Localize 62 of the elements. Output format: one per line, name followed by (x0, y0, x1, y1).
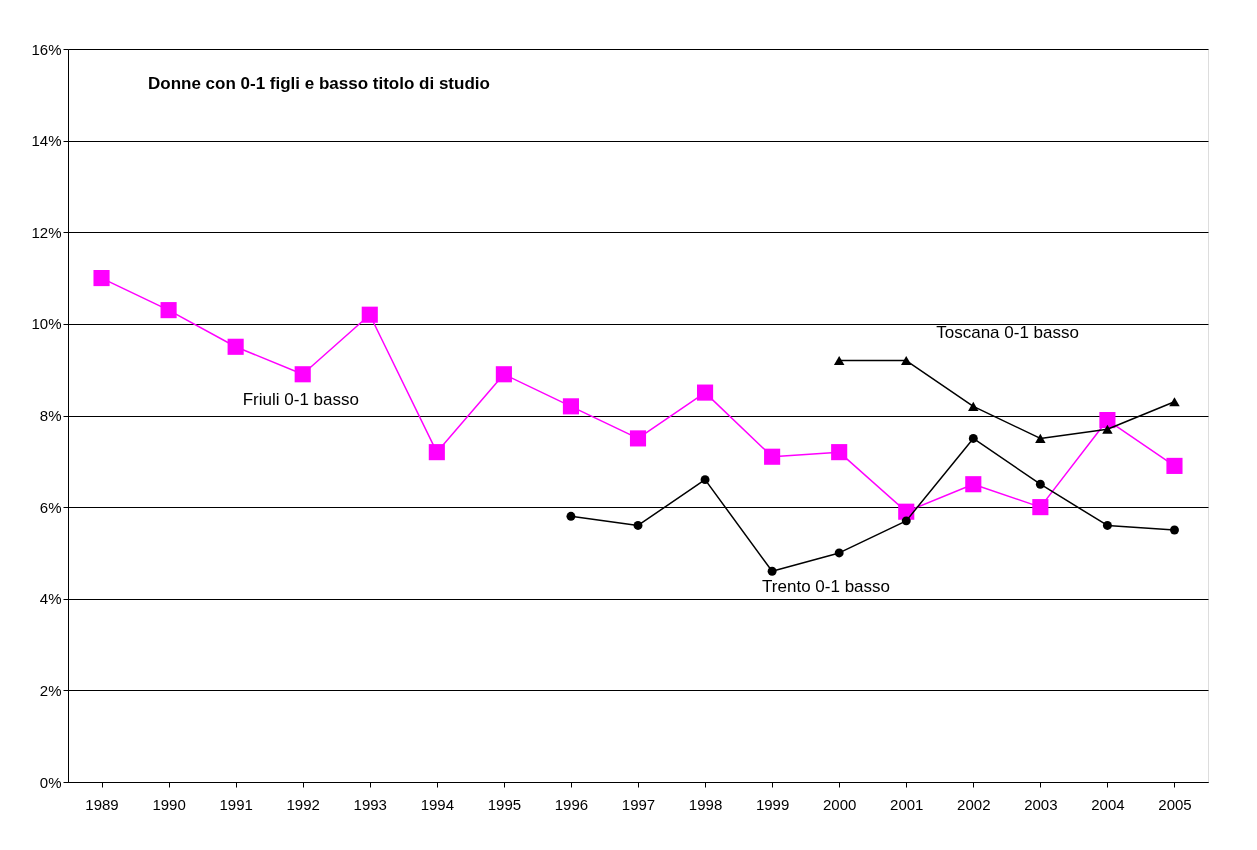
point (900, 355, 912, 366)
point (968, 401, 979, 411)
point (629, 430, 647, 447)
point (428, 444, 445, 461)
point (495, 366, 512, 383)
point (227, 338, 244, 355)
point (1169, 397, 1180, 407)
point (833, 355, 845, 366)
y-tick-label: 4% (39, 590, 62, 608)
point (767, 566, 777, 576)
point (965, 476, 982, 493)
y-tick-label: 6% (39, 498, 62, 516)
point (700, 475, 710, 485)
point (1099, 412, 1116, 429)
x-tick-label: 2001 (890, 795, 924, 813)
y-tick-label: 10% (31, 315, 62, 333)
point (831, 444, 848, 461)
y-tick-label: 0% (39, 773, 62, 791)
point (633, 520, 643, 530)
point (361, 306, 378, 323)
point (294, 366, 311, 383)
series-label: Trento 0-1 basso (762, 577, 891, 597)
y-tick-label: 12% (31, 223, 62, 241)
x-tick-label: 1998 (688, 795, 723, 813)
point (1035, 479, 1045, 489)
x-tick-label: 1997 (621, 795, 656, 813)
point (566, 511, 576, 521)
point (1035, 433, 1046, 443)
x-tick-label: 2000 (822, 795, 857, 813)
point (1102, 520, 1112, 530)
series-label: Friuli 0-1 basso (242, 390, 359, 410)
x-tick-label: 1999 (755, 795, 790, 813)
point (1166, 457, 1183, 474)
x-tick-label: 1989 (85, 795, 119, 813)
x-tick-label: 1991 (219, 795, 253, 813)
point (901, 516, 911, 526)
series-label: Toscana 0-1 basso (936, 322, 1079, 342)
x-tick-label: 2003 (1024, 795, 1058, 813)
point (697, 384, 714, 401)
x-tick-label: 1996 (554, 795, 589, 813)
point (1170, 525, 1179, 535)
point (834, 548, 844, 558)
x-tick-label: 2004 (1091, 795, 1125, 813)
point (93, 270, 110, 287)
point (764, 448, 781, 465)
x-tick-label: 2005 (1158, 795, 1192, 813)
x-tick-label: 1994 (420, 795, 455, 813)
y-tick-label: 16% (31, 40, 62, 58)
y-tick-label: 2% (39, 681, 62, 699)
point (562, 398, 579, 415)
x-tick-label: 1992 (286, 795, 320, 813)
point (1102, 424, 1113, 434)
x-tick-label: 1990 (152, 795, 186, 813)
y-tick-label: 8% (39, 407, 62, 424)
point (968, 433, 978, 443)
point (160, 302, 177, 319)
point (1032, 499, 1049, 516)
x-tick-label: 2002 (957, 795, 991, 813)
text: Donne con 0-1 figli e basso titolo di studio (148, 74, 490, 93)
y-tick-label: 14% (31, 132, 62, 150)
x-tick-label: 1995 (487, 795, 522, 813)
x-tick-label: 1993 (353, 795, 387, 813)
